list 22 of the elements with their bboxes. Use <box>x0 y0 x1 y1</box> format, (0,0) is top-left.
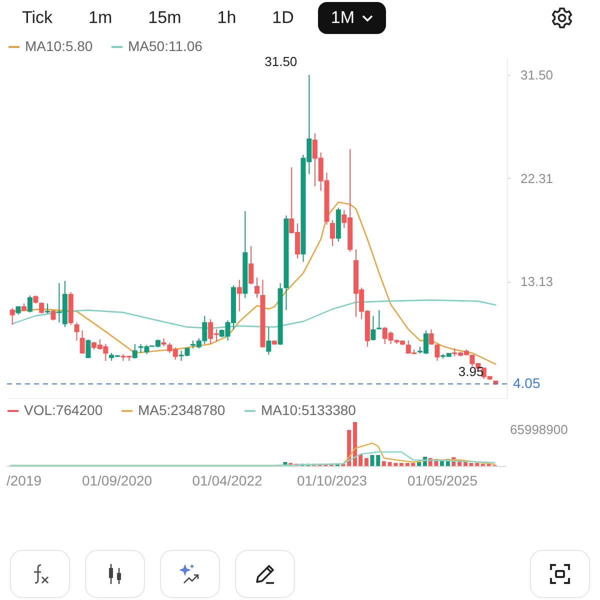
y-tick-label: 22.31 <box>520 170 554 186</box>
y-tick-label: 13.13 <box>520 274 554 290</box>
x-tick-label: 01/10/2023 <box>296 472 368 488</box>
legend-label: VOL:764200 <box>24 402 103 418</box>
annotation: 31.50 <box>264 54 298 69</box>
y-tick-label: 31.50 <box>520 67 554 82</box>
legend-label: MA10:5133380 <box>261 402 356 418</box>
text: 15m <box>148 8 182 28</box>
x-tick-label: /2019 <box>6 472 42 488</box>
x-tick-label: 01/09/2020 <box>82 472 152 488</box>
text: Tick <box>22 8 53 28</box>
text: 65998900 <box>510 422 568 437</box>
x-tick-label: 01/05/2025 <box>407 472 478 488</box>
text: 1M <box>330 8 355 28</box>
legend-label: MA50:11.06 <box>128 38 203 54</box>
legend-label: MA10:5.80 <box>25 38 93 54</box>
legend-label: MA5:2348780 <box>138 402 226 418</box>
text: 1D <box>272 8 294 28</box>
ref-line-label: 4.05 <box>513 374 540 391</box>
x-tick-label: 01/04/2022 <box>192 472 262 488</box>
text: 1h <box>217 8 236 28</box>
text: 1m <box>88 8 112 28</box>
